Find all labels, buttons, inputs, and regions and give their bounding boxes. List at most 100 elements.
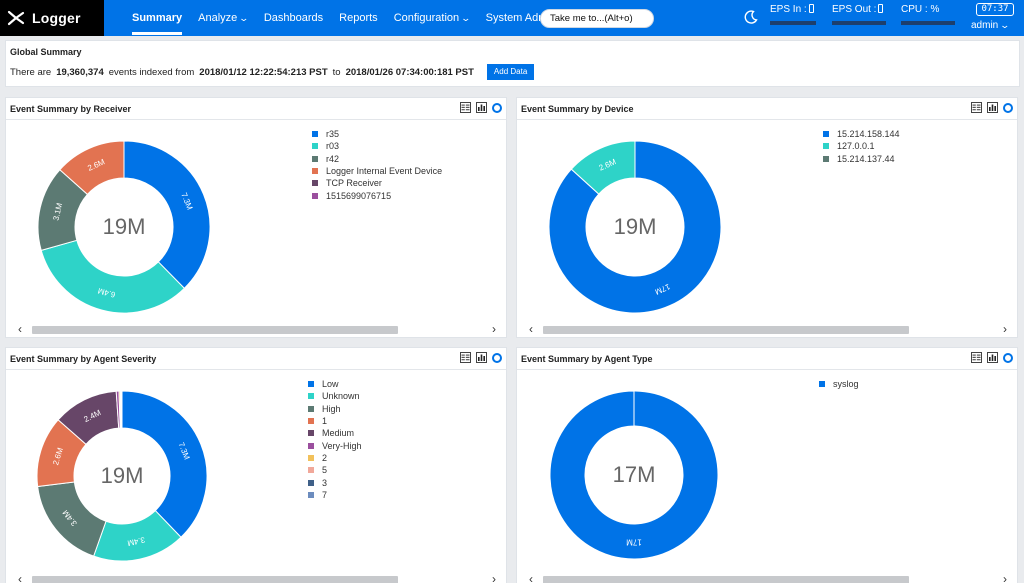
eps-out-bar: [832, 21, 886, 25]
table-view-icon[interactable]: [460, 102, 471, 113]
legend-item-medium[interactable]: Medium: [308, 427, 362, 439]
legend-swatch: [312, 180, 318, 187]
legend-label: syslog: [833, 379, 859, 390]
add-data-button[interactable]: Add Data: [486, 64, 535, 80]
donut-center-label: 17M: [613, 462, 656, 487]
legend-item-syslog[interactable]: syslog: [819, 378, 859, 390]
scrollbar-thumb[interactable]: [543, 326, 909, 334]
legend-item-2[interactable]: 2: [308, 452, 362, 464]
brand[interactable]: Logger: [0, 0, 104, 36]
slice-r35[interactable]: [123, 140, 211, 290]
scroll-right-icon[interactable]: ›: [492, 322, 496, 336]
horizontal-scrollbar[interactable]: ‹ ›: [6, 572, 506, 583]
legend-item-tcp-receiver[interactable]: TCP Receiver: [312, 177, 442, 189]
legend-item-high[interactable]: High: [308, 403, 362, 415]
scrollbar-thumb[interactable]: [543, 576, 909, 583]
scrollbar-thumb[interactable]: [32, 326, 398, 334]
scroll-left-icon[interactable]: ‹: [18, 322, 22, 336]
legend-item-3[interactable]: 3: [308, 476, 362, 488]
legend-swatch: [308, 393, 314, 400]
take-me-to-search-input[interactable]: [540, 9, 654, 28]
scroll-right-icon[interactable]: ›: [1003, 322, 1007, 336]
legend-item-low[interactable]: Low: [308, 378, 362, 390]
legend-label: 127.0.0.1: [837, 141, 875, 152]
legend-swatch: [823, 131, 829, 138]
horizontal-scrollbar[interactable]: ‹ ›: [517, 572, 1017, 583]
chevron-down-icon: ⌄: [999, 20, 1011, 30]
bar-chart-icon[interactable]: [476, 102, 487, 113]
slice-logger-internal-event-device[interactable]: [59, 140, 125, 196]
legend-item-127-0-0-1[interactable]: 127.0.0.1: [823, 140, 900, 152]
nav-item-label: Summary: [132, 12, 183, 24]
legend-item-15-214-137-44[interactable]: 15.214.137.44: [823, 153, 900, 165]
horizontal-scrollbar[interactable]: ‹ ›: [517, 322, 1017, 337]
panel-receiver: Event Summary by Receiver 7.3M 6.4M 3.1M 2.6…: [5, 97, 507, 338]
horizontal-scrollbar[interactable]: ‹ ›: [6, 322, 506, 337]
legend-item-15-214-158-144[interactable]: 15.214.158.144: [823, 128, 900, 140]
legend-item-unknown[interactable]: Unknown: [308, 390, 362, 402]
legend-item-logger-internal-event-device[interactable]: Logger Internal Event Device: [312, 165, 442, 177]
legend-item-very-high[interactable]: Very-High: [308, 439, 362, 451]
slice-r03[interactable]: [40, 239, 186, 314]
nav-item-analyze[interactable]: Analyze⌄: [190, 0, 256, 36]
donut-chart-icon[interactable]: [492, 352, 502, 363]
nav-item-configuration[interactable]: Configuration⌄: [386, 0, 478, 36]
donut-chart-icon[interactable]: [1003, 352, 1013, 363]
legend-swatch: [308, 418, 314, 425]
eps-in-bar: [770, 21, 816, 25]
nav-item-summary[interactable]: Summary: [124, 0, 190, 36]
scroll-left-icon[interactable]: ‹: [529, 572, 533, 583]
legend-swatch: [312, 168, 318, 175]
nav-item-label: Analyze: [198, 12, 238, 24]
user-menu[interactable]: admin⌄: [971, 20, 1011, 31]
scroll-right-icon[interactable]: ›: [492, 572, 496, 583]
moon-icon[interactable]: [744, 10, 758, 24]
global-summary-line: There are 19,360,374 events indexed from…: [10, 64, 535, 80]
legend-label: Low: [322, 379, 339, 390]
legend-label: Medium: [322, 428, 355, 439]
legend-item-1515699076715[interactable]: 1515699076715: [312, 189, 442, 201]
donut-chart-icon[interactable]: [492, 102, 502, 113]
panel-title: Event Summary by Device: [521, 104, 634, 114]
legend-swatch: [312, 143, 318, 150]
bar-chart-icon[interactable]: [476, 352, 487, 363]
slice-low[interactable]: [121, 390, 208, 538]
table-view-icon[interactable]: [971, 352, 982, 363]
table-view-icon[interactable]: [460, 352, 471, 363]
bar-chart-icon[interactable]: [987, 102, 998, 113]
event-count: 19,360,374: [56, 66, 104, 78]
slice-syslog[interactable]: [549, 390, 719, 560]
bar-chart-icon[interactable]: [987, 352, 998, 363]
scroll-right-icon[interactable]: ›: [1003, 572, 1007, 583]
cpu-unit: %: [930, 4, 940, 15]
legend-item-r03[interactable]: r03: [312, 140, 442, 152]
legend-item-r35[interactable]: r35: [312, 128, 442, 140]
nav-item-system-admin[interactable]: System Admin: [478, 0, 564, 36]
scroll-left-icon[interactable]: ‹: [18, 572, 22, 583]
slice-127-0-0-1[interactable]: [570, 140, 636, 195]
table-view-icon[interactable]: [971, 102, 982, 113]
legend-label: 3: [322, 477, 328, 488]
scroll-left-icon[interactable]: ‹: [529, 322, 533, 336]
slice-15-214-158-144[interactable]: [548, 140, 722, 314]
panel-tools: [460, 352, 502, 363]
legend-swatch: [308, 442, 314, 449]
legend-item-r42[interactable]: r42: [312, 153, 442, 165]
summary-prefix: There are: [10, 66, 52, 78]
legend-swatch: [308, 479, 314, 486]
donut-chart-icon[interactable]: [1003, 102, 1013, 113]
legend-item-7[interactable]: 7: [308, 489, 362, 501]
legend-label: 15.214.137.44: [837, 153, 895, 164]
nav-item-reports[interactable]: Reports: [331, 0, 386, 36]
panel-divider: [6, 369, 506, 370]
scrollbar-thumb[interactable]: [32, 576, 398, 583]
legend-label: 1515699076715: [326, 190, 392, 201]
legend-item-5[interactable]: 5: [308, 464, 362, 476]
legend-item-1[interactable]: 1: [308, 415, 362, 427]
nav-item-dashboards[interactable]: Dashboards: [256, 0, 331, 36]
from-date: 2018/01/12 12:22:54:213 PST: [199, 66, 328, 78]
top-bar: Logger Summary Analyze⌄ Dashboards Reports C…: [0, 0, 1024, 36]
cpu-label: CPU :: [901, 4, 928, 15]
